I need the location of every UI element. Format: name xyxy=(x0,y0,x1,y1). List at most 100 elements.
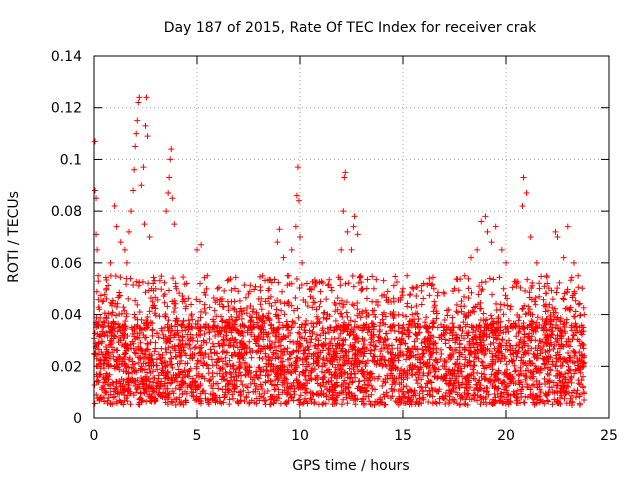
data-point xyxy=(224,298,231,305)
band-point xyxy=(133,347,140,354)
band-point xyxy=(206,335,213,342)
band-point xyxy=(376,339,383,346)
band-point xyxy=(100,323,107,330)
band-point xyxy=(460,319,467,326)
band-point xyxy=(227,276,234,283)
band-point xyxy=(301,335,308,342)
band-point xyxy=(434,324,441,331)
data-point xyxy=(554,234,561,240)
band-point xyxy=(395,311,402,318)
band-point xyxy=(275,312,282,319)
band-point xyxy=(458,308,465,315)
band-point xyxy=(455,368,462,375)
band-point xyxy=(223,370,230,377)
band-point xyxy=(404,303,411,310)
band-point xyxy=(256,354,263,361)
band-point xyxy=(521,340,528,347)
band-point xyxy=(165,317,172,324)
data-point xyxy=(564,223,571,230)
band-point xyxy=(161,299,168,306)
band-point xyxy=(575,284,582,291)
band-point xyxy=(266,401,273,408)
band-point xyxy=(513,333,520,340)
data-point xyxy=(130,187,137,194)
band-point xyxy=(280,333,287,340)
band-point xyxy=(112,273,119,280)
band-point xyxy=(312,336,319,343)
band-point xyxy=(170,390,177,397)
band-point xyxy=(580,341,587,348)
band-point xyxy=(553,382,560,389)
band-point xyxy=(492,383,499,390)
band-point xyxy=(347,317,354,324)
band-point xyxy=(295,348,302,355)
band-point xyxy=(579,331,586,338)
data-point xyxy=(141,221,148,228)
band-point xyxy=(480,310,487,317)
band-point xyxy=(416,384,423,391)
band-point xyxy=(143,398,150,405)
band-point xyxy=(303,385,310,392)
band-point xyxy=(487,341,494,348)
band-point xyxy=(449,314,456,321)
band-point xyxy=(542,349,549,356)
band-point xyxy=(557,400,564,407)
band-point xyxy=(357,385,364,392)
band-point xyxy=(95,377,102,384)
band-point xyxy=(174,360,181,367)
band-point xyxy=(319,376,326,383)
band-point xyxy=(114,364,121,371)
band-point xyxy=(265,310,272,317)
band-point xyxy=(489,324,496,331)
band-point xyxy=(147,295,154,302)
band-point xyxy=(410,352,417,359)
band-point xyxy=(410,392,417,399)
band-point xyxy=(372,313,379,320)
band-point xyxy=(357,314,364,321)
band-point xyxy=(580,345,587,352)
band-point xyxy=(219,317,226,324)
band-point xyxy=(146,308,153,315)
band-point xyxy=(280,346,287,353)
band-point xyxy=(348,361,355,368)
band-point xyxy=(413,302,420,309)
band-point xyxy=(462,375,469,382)
band-point xyxy=(486,399,493,406)
band-point xyxy=(117,274,124,281)
band-point xyxy=(302,389,309,396)
data-point xyxy=(461,272,468,279)
band-point xyxy=(136,395,143,402)
band-point xyxy=(381,401,388,408)
band-point xyxy=(323,296,330,303)
band-point xyxy=(390,357,397,364)
band-point xyxy=(103,329,110,336)
band-point xyxy=(120,356,127,363)
band-point xyxy=(208,356,215,363)
band-point xyxy=(450,324,457,331)
band-point xyxy=(492,399,499,406)
band-point xyxy=(291,367,298,374)
band-point xyxy=(499,379,506,386)
band-point xyxy=(144,340,151,347)
data-point xyxy=(410,285,417,292)
band-point xyxy=(528,345,535,352)
band-point xyxy=(163,393,170,400)
band-point xyxy=(508,357,515,364)
band-point xyxy=(361,401,368,408)
band-point xyxy=(556,279,563,286)
band-point xyxy=(205,399,212,406)
band-point xyxy=(237,330,244,337)
band-point xyxy=(463,313,470,320)
band-point xyxy=(409,311,416,318)
band-point xyxy=(357,324,364,331)
band-point xyxy=(277,342,284,349)
band-point xyxy=(477,382,484,389)
band-point xyxy=(408,304,415,311)
data-point xyxy=(214,285,221,292)
band-point xyxy=(441,324,448,331)
band-point xyxy=(433,315,440,322)
band-point xyxy=(567,304,574,311)
band-point xyxy=(543,339,550,346)
band-point xyxy=(96,396,103,403)
band-point xyxy=(549,389,556,396)
